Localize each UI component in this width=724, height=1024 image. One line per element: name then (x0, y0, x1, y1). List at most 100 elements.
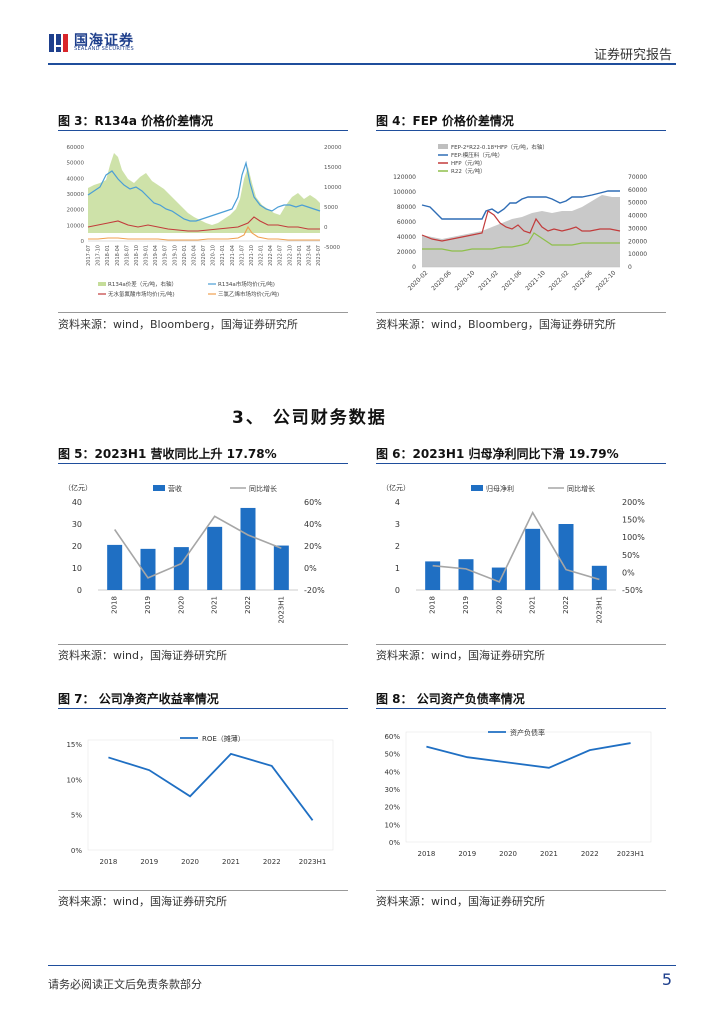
fig5-cat-4: 2022 (244, 596, 252, 614)
fig7-cat-4: 2022 (263, 858, 281, 866)
fig7-y-tick-2: 5% (71, 812, 82, 820)
fig3-right-tick-4: 0 (324, 225, 328, 231)
fig4-title: 图 4：FEP 价格价差情况 (376, 114, 514, 128)
company-logo: 国海证券 SEALAND SECURITIES (48, 30, 178, 56)
fig3-hf-line (87, 216, 320, 232)
fig3-right-tick-2: 10000 (324, 185, 342, 191)
fig3-tce-line (88, 225, 320, 241)
fig4-title-rule (376, 130, 666, 131)
fig6-cat-2: 2020 (495, 596, 503, 614)
fig6-title-rule (376, 463, 666, 464)
fig4-right-tick-3: 40000 (628, 213, 647, 220)
fig5-legend-bar-swatch (153, 485, 165, 491)
fig5-legend-bar: 营收 (168, 484, 182, 493)
fig3-x-axis: 2017-07 2017-10 2018-01 2018-04 2018-07 2018-… (86, 245, 322, 266)
fig5-right-tick-0: 60% (304, 498, 322, 507)
fig5-left-tick-0: 40 (72, 498, 82, 507)
fig4-x-tick-5: 2021-10 (524, 269, 547, 292)
section-title: 3、 公司财务数据 (232, 408, 387, 428)
fig3-x-tick-23: 2023-04 (306, 245, 312, 266)
fig3-title: 图 3：R134a 价格价差情况 (58, 114, 214, 128)
fig3-x-tick-3: 2018-04 (115, 245, 121, 266)
fig3-left-tick-6: 0 (81, 239, 85, 245)
fig8-y-tick-5: 10% (384, 821, 400, 829)
fig5-bar-0 (107, 544, 123, 590)
fig5-right-tick-3: 0% (304, 564, 317, 573)
fig6-legend-bar: 归母净利 (486, 484, 514, 493)
logo-subtext: SEALAND SECURITIES (74, 46, 134, 52)
fig4-legend-2: HFP（元/吨） (451, 159, 485, 167)
fig7-source: 资料来源：wind，国海证券研究所 (58, 895, 228, 908)
fig7-source-rule (58, 890, 348, 891)
fig7-y-tick-1: 10% (66, 776, 82, 784)
fig3-x-tick-14: 2021-01 (220, 245, 226, 266)
fig6-right-tick-4: 0% (622, 568, 635, 577)
fig8-y-tick-4: 20% (384, 804, 400, 812)
fig4-right-tick-4: 30000 (628, 225, 647, 232)
fig4-left-tick-0: 120000 (393, 174, 416, 181)
fig6-left-tick-3: 1 (395, 564, 400, 573)
fig3-left-tick-3: 30000 (67, 192, 85, 198)
fig4-x-tick-6: 2022-02 (548, 269, 571, 292)
fig5-left-tick-3: 10 (72, 564, 82, 573)
fig7-cat-5: 2023H1 (299, 858, 327, 866)
fig6-bar-3 (525, 528, 541, 590)
fig3-left-tick-5: 10000 (67, 223, 85, 229)
fig7-chart: ROE（摊薄） 15% 10% 5% 0% 2018 2019 2020 2021 2022 202… (66, 734, 334, 866)
fig5-right-tick-4: -20% (304, 586, 325, 595)
fig6-unit: （亿元） (382, 483, 410, 492)
fig5-cat-3: 2021 (211, 596, 219, 614)
fig5-chart: （亿元） 营收 同比增长 40 30 20 10 0 60% 40% 20% 0% -20% 2018 20… (64, 483, 325, 624)
fig6-left-tick-4: 0 (395, 586, 400, 595)
fig3-legend-0: R134a价差（元/吨，右轴） (108, 280, 177, 288)
fig5-bar-2 (173, 547, 189, 590)
footer-divider (48, 965, 676, 966)
fig3-left-tick-1: 50000 (67, 161, 85, 167)
fig3-x-tick-20: 2022-07 (278, 245, 284, 266)
fig3-legend: R134a价差（元/吨，右轴） R134a市场均价(元/吨) 无水氢氟酸市场均价… (98, 280, 279, 298)
fig5-title-rule (58, 463, 348, 464)
fig7-y-tick-0: 15% (66, 741, 82, 749)
fig4-x-axis: 2020-02 2020-06 2020-10 2021-02 2021-06 2021-… (407, 269, 618, 292)
fig4-legend-3: R22（元/吨） (451, 167, 486, 175)
fig3-x-tick-22: 2023-01 (297, 245, 303, 266)
fig8-source-rule (376, 890, 666, 891)
fig6-right-tick-5: -50% (622, 586, 643, 595)
fig8-cat-5: 2023H1 (617, 850, 645, 858)
fig8-cat-1: 2019 (458, 850, 476, 858)
fig4-x-tick-0: 2020-02 (407, 269, 430, 292)
fig6-bar-5 (591, 565, 607, 590)
fig3-source: 资料来源：wind，Bloomberg，国海证券研究所 (58, 318, 298, 331)
fig7-y-tick-3: 0% (71, 847, 82, 855)
fig4-source: 资料来源：wind，Bloomberg，国海证券研究所 (376, 318, 616, 331)
fig6-cat-1: 2019 (462, 596, 470, 614)
fig3-title-rule (58, 130, 348, 131)
fig3-left-tick-0: 60000 (67, 145, 85, 151)
fig6-chart: （亿元） 归母净利 同比增长 4 3 2 1 0 200% 150% 100% 50% 0% -50% 20… (382, 483, 645, 624)
fig7-plot-frame (87, 739, 334, 851)
fig3-x-tick-5: 2018-10 (134, 245, 140, 266)
header-divider (48, 63, 676, 65)
fig6-legend-line: 同比增长 (567, 484, 595, 493)
fig3-x-tick-21: 2022-10 (287, 245, 293, 266)
fig3-x-tick-18: 2022-01 (259, 245, 265, 266)
fig4-left-tick-2: 80000 (397, 204, 416, 211)
fig7-title: 图 7： 公司净资产收益率情况 (58, 692, 219, 706)
fig6-growth-line (432, 510, 600, 583)
fig8-y-tick-3: 30% (384, 786, 400, 794)
fig3-source-rule (58, 312, 348, 313)
fig3-x-tick-1: 2017-10 (96, 245, 102, 266)
fig5-right-tick-2: 20% (304, 542, 322, 551)
fig6-right-tick-0: 200% (622, 498, 645, 507)
fig5-cat-0: 2018 (111, 596, 119, 614)
fig4-x-tick-7: 2022-06 (571, 269, 594, 292)
fig4-fep-line (421, 190, 620, 220)
fig5-bar-5 (273, 545, 289, 590)
fig4-hfp-line (421, 210, 621, 242)
fig3-left-axis: 60000 50000 40000 30000 20000 10000 0 (67, 145, 85, 245)
fig3-x-tick-13: 2020-10 (211, 245, 217, 266)
fig7-cat-0: 2018 (100, 858, 118, 866)
fig3-right-tick-0: 20000 (324, 145, 342, 151)
fig4-left-tick-3: 60000 (397, 219, 416, 226)
